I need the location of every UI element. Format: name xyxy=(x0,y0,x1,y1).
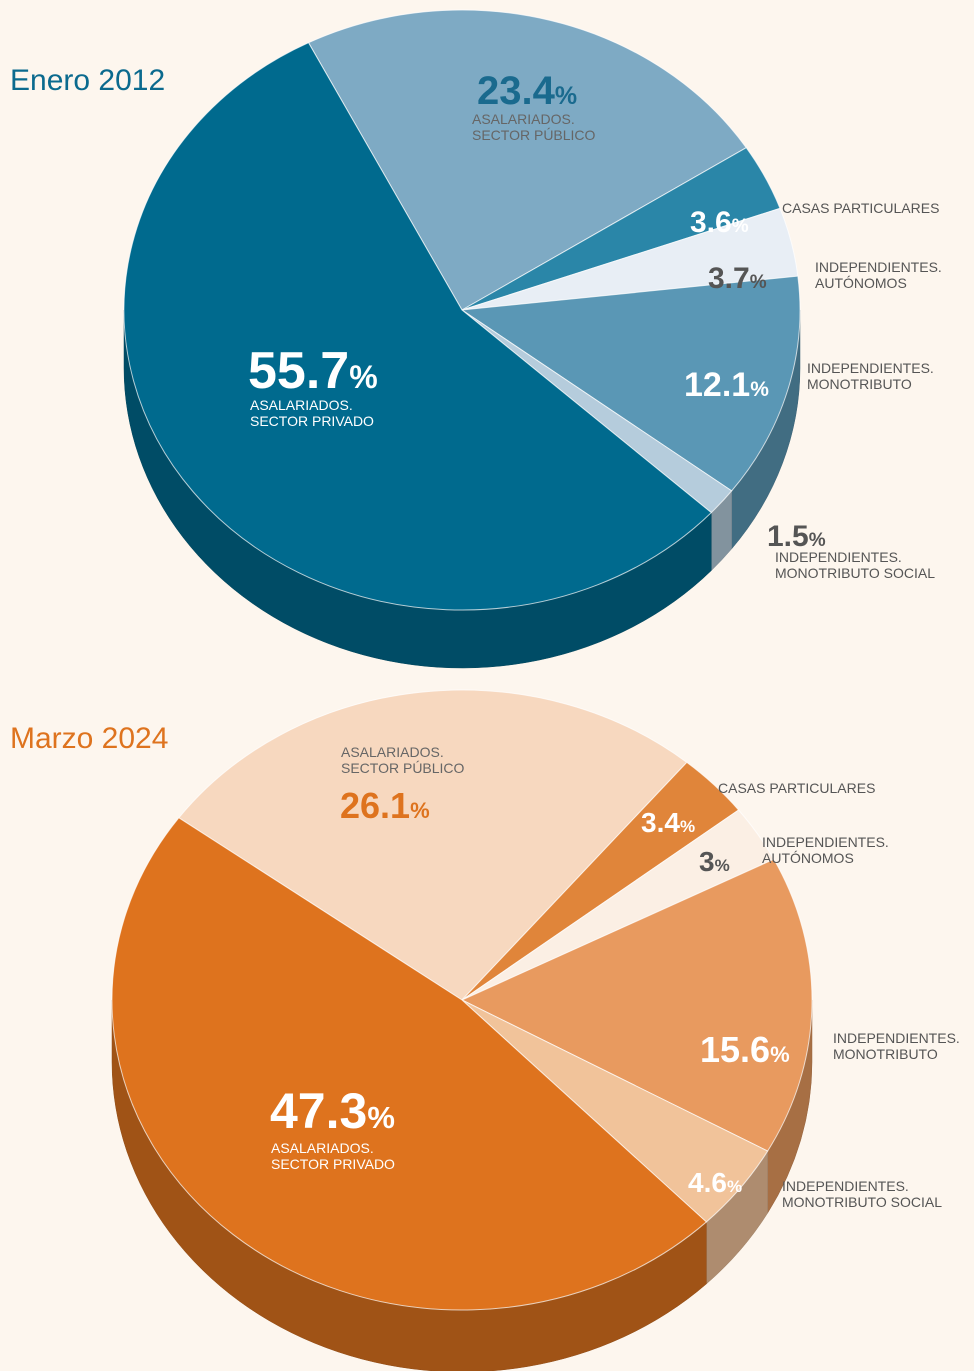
value-unit: % xyxy=(349,359,377,395)
value-label: 47.3% xyxy=(270,1083,395,1139)
category-label: INDEPENDIENTES. AUTÓNOMOS xyxy=(815,259,946,291)
category-label: INDEPENDIENTES. AUTÓNOMOS xyxy=(762,834,893,866)
value-number: 55.7 xyxy=(248,342,349,400)
value-unit: % xyxy=(750,272,767,293)
category-label: ASALARIADOS. SECTOR PÚBLICO xyxy=(341,744,465,776)
value-unit: % xyxy=(555,82,577,110)
value-number: 26.1 xyxy=(340,785,410,826)
value-label: 55.7% xyxy=(248,342,378,400)
category-line: ASALARIADOS. xyxy=(341,744,448,760)
pie xyxy=(111,689,813,1371)
category-line: AUTÓNOMOS xyxy=(762,850,854,866)
value-unit: % xyxy=(727,1177,742,1196)
category-line: CASAS PARTICULARES xyxy=(718,780,875,796)
slice xyxy=(307,9,747,311)
category-label: ASALARIADOS. SECTOR PRIVADO xyxy=(250,397,374,429)
value-label: 3.7% xyxy=(708,262,767,295)
value-number: 15.6 xyxy=(700,1029,770,1070)
value-label: 23.4% xyxy=(477,69,577,113)
value-unit: % xyxy=(732,216,749,237)
value-label: 26.1% xyxy=(340,785,430,826)
slice xyxy=(460,858,813,1152)
category-line: INDEPENDIENTES. xyxy=(807,360,938,376)
value-number: 23.4 xyxy=(477,69,556,113)
category-label: INDEPENDIENTES. MONOTRIBUTO SOCIAL xyxy=(782,1178,942,1210)
chart-title: Enero 2012 xyxy=(10,64,165,97)
category-line: ASALARIADOS. xyxy=(472,111,579,127)
value-label: 1.5% xyxy=(767,520,826,553)
value-number: 3 xyxy=(699,846,715,877)
value-label: 3.4% xyxy=(641,807,695,838)
slice xyxy=(111,817,708,1311)
value-unit: % xyxy=(715,856,730,875)
value-unit: % xyxy=(367,1100,395,1135)
category-line: SECTOR PRIVADO xyxy=(271,1156,395,1172)
category-line: INDEPENDIENTES. xyxy=(775,549,906,565)
value-label: 4.6% xyxy=(688,1167,742,1198)
value-unit: % xyxy=(410,798,430,823)
category-line: SECTOR PÚBLICO xyxy=(341,760,465,776)
value-number: 47.3 xyxy=(270,1083,367,1139)
category-label: ASALARIADOS. SECTOR PÚBLICO xyxy=(472,111,596,143)
category-line: MONOTRIBUTO xyxy=(833,1046,938,1062)
category-line: SECTOR PÚBLICO xyxy=(472,127,596,143)
value-number: 1.5 xyxy=(767,520,809,553)
category-label: CASAS PARTICULARES xyxy=(782,200,939,216)
category-line: INDEPENDIENTES. xyxy=(833,1030,964,1046)
category-line: INDEPENDIENTES. xyxy=(762,834,893,850)
category-label: INDEPENDIENTES. MONOTRIBUTO SOCIAL xyxy=(775,549,935,581)
value-label: 3.6% xyxy=(690,206,749,239)
value-number: 3.6 xyxy=(690,206,732,239)
slice xyxy=(178,689,688,1001)
value-unit: % xyxy=(770,1042,790,1067)
category-line: MONOTRIBUTO SOCIAL xyxy=(782,1194,942,1210)
category-line: AUTÓNOMOS xyxy=(815,275,907,291)
category-line: MONOTRIBUTO xyxy=(807,376,912,392)
category-label: INDEPENDIENTES. MONOTRIBUTO xyxy=(833,1030,964,1062)
category-line: MONOTRIBUTO SOCIAL xyxy=(775,565,935,581)
value-unit: % xyxy=(680,817,695,836)
chart-title: Marzo 2024 xyxy=(10,722,168,755)
category-label: CASAS PARTICULARES xyxy=(718,780,875,796)
category-line: ASALARIADOS. xyxy=(271,1140,378,1156)
slice xyxy=(460,275,801,492)
category-line: SECTOR PRIVADO xyxy=(250,413,374,429)
value-unit: % xyxy=(809,530,826,551)
value-label: 15.6% xyxy=(700,1029,790,1070)
slice xyxy=(123,42,713,611)
category-label: ASALARIADOS. SECTOR PRIVADO xyxy=(271,1140,395,1172)
value-label: 12.1% xyxy=(684,366,769,404)
value-label: 3% xyxy=(699,846,730,877)
value-number: 4.6 xyxy=(688,1167,727,1198)
category-label: INDEPENDIENTES. MONOTRIBUTO xyxy=(807,360,938,392)
value-number: 3.4 xyxy=(641,807,680,838)
category-line: INDEPENDIENTES. xyxy=(782,1178,913,1194)
value-number: 3.7 xyxy=(708,262,750,295)
value-unit: % xyxy=(750,378,769,401)
category-line: INDEPENDIENTES. xyxy=(815,259,946,275)
pie xyxy=(123,9,801,669)
category-line: ASALARIADOS. xyxy=(250,397,357,413)
value-number: 12.1 xyxy=(684,366,750,404)
category-line: CASAS PARTICULARES xyxy=(782,200,939,216)
